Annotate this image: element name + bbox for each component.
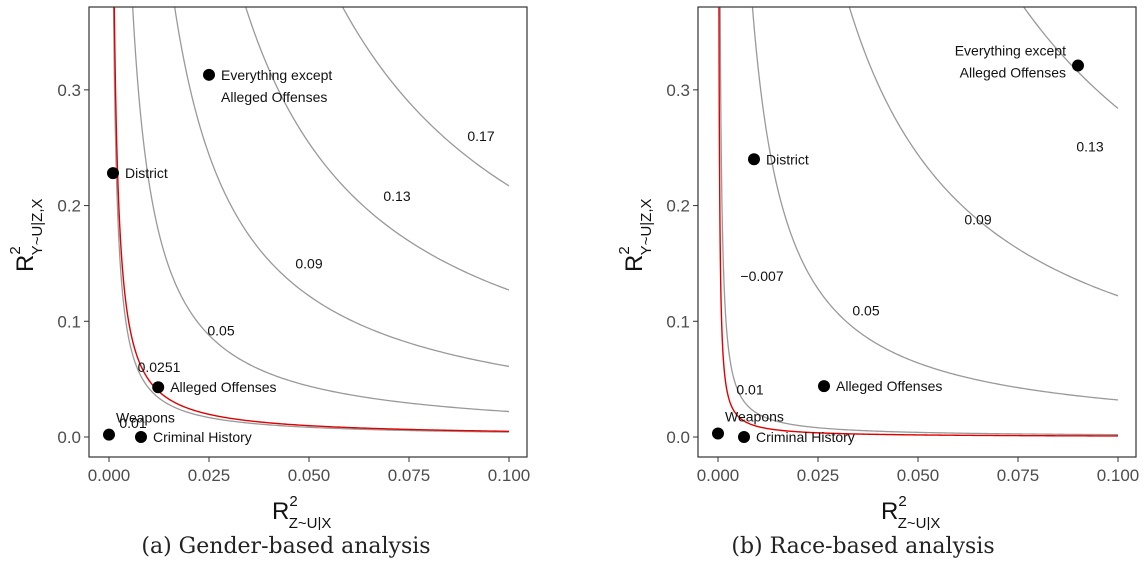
point-label: Criminal History [153, 429, 252, 445]
contour-label: 0.01 [736, 381, 763, 397]
y-tick-label: 0.0 [666, 428, 690, 447]
plot-frame [697, 6, 1137, 458]
point-label: Criminal History [756, 429, 855, 445]
x-tick-label: 0.025 [188, 466, 231, 485]
contour-line-0.05 [132, 7, 510, 413]
panel-race: 0.01 −0.007 0.05 0.09 0.13 Everything except A… [583, 0, 1143, 578]
point-label: Weapons [116, 410, 175, 426]
y-tick-label: 0.2 [666, 197, 690, 216]
y-tick-label: 0.3 [666, 81, 690, 100]
x-axis-title: R2 Z~U|X [881, 493, 940, 530]
chart-race: 0.01 −0.007 0.05 0.09 0.13 Everything except A… [616, 6, 1140, 530]
data-point [1072, 59, 1084, 72]
contour-line-0.13 [245, 7, 510, 291]
contour-line-0.13 [1022, 7, 1119, 109]
x-tick-label: 0.100 [1097, 466, 1140, 485]
data-point [103, 428, 115, 441]
contour-label: 0.0251 [138, 359, 181, 375]
contour-line-0.17 [341, 7, 510, 187]
contour-label: 0.13 [1076, 138, 1103, 154]
point-label: Everything except Alleged Offenses [955, 43, 1066, 81]
data-point [748, 153, 760, 166]
point-label: District [766, 151, 809, 167]
data-point [152, 381, 165, 394]
y-tick-label: 0.1 [666, 312, 690, 331]
y-tick-label: 0.0 [57, 428, 81, 447]
y-tick-label: 0.1 [57, 312, 81, 331]
point-label: Alleged Offenses [836, 378, 942, 394]
point-label: District [125, 165, 168, 181]
x-axis-title: R2 Z~U|X [272, 493, 331, 530]
caption-race: (b) Race-based analysis [731, 534, 995, 559]
x-tick-label: 0.050 [897, 466, 940, 485]
x-tick-label: 0.075 [997, 466, 1040, 485]
contour-line-−0.007 [718, 7, 1119, 437]
contour-line-0.09 [848, 7, 1119, 297]
x-tick-label: 0.050 [288, 466, 331, 485]
data-point [738, 431, 750, 443]
contour-label: 0.09 [964, 211, 991, 227]
contour-line-0.0251 [113, 7, 510, 433]
x-tick-label: 0.075 [388, 466, 431, 485]
contour-label: 0.05 [852, 303, 879, 319]
x-tick-label: 0.025 [797, 466, 840, 485]
chart-gender: 0.01 0.0251 0.05 0.09 0.13 0.17 Everything exc… [7, 6, 531, 530]
x-tick-label: 0.100 [488, 466, 531, 485]
data-point [135, 431, 147, 443]
contour-label: −0.007 [740, 268, 783, 284]
point-label: Alleged Offenses [170, 379, 276, 395]
contour-label: 0.17 [467, 128, 494, 144]
contour-label: 0.09 [295, 255, 322, 271]
data-point [107, 167, 119, 180]
y-tick-label: 0.3 [57, 81, 81, 100]
contour-label: 0.13 [383, 188, 410, 204]
x-tick-label: 0.000 [88, 466, 131, 485]
contour-label: 0.01 [119, 415, 146, 431]
panel-gender: 0.01 0.0251 0.05 0.09 0.13 0.17 Everything exc… [0, 0, 560, 578]
point-label: Everything except Alleged Offenses [221, 67, 332, 105]
data-point [818, 380, 830, 393]
y-axis-title: R2 Y~U|Z,X [7, 198, 46, 272]
data-point [203, 68, 215, 81]
contour-line-0.01 [719, 7, 1119, 436]
contour-line-0.09 [174, 7, 510, 368]
data-point [712, 427, 724, 440]
caption-gender: (a) Gender-based analysis [141, 534, 431, 559]
contour-line-0.01 [112, 7, 510, 433]
contour-line-0.05 [751, 7, 1119, 401]
plot-frame [88, 6, 528, 458]
x-tick-label: 0.000 [697, 466, 740, 485]
y-axis-title: R2 Y~U|Z,X [616, 198, 655, 272]
point-label: Weapons [725, 409, 784, 425]
y-tick-label: 0.2 [57, 197, 81, 216]
contour-label: 0.05 [207, 322, 234, 338]
